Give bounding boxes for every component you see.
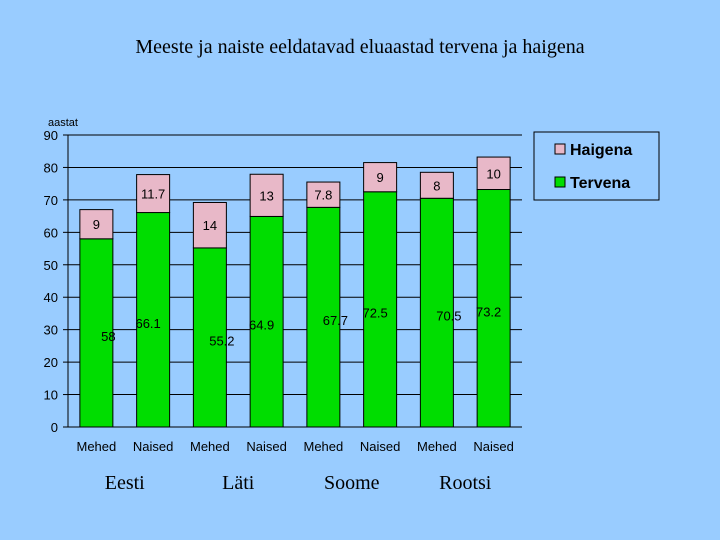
- x-group-label: Rootsi: [439, 472, 492, 494]
- legend-label-tervena: Tervena: [570, 175, 630, 192]
- y-tick-label: 0: [51, 420, 58, 435]
- y-tick-label: 80: [44, 160, 58, 175]
- y-axis-unit: aastat: [48, 117, 78, 129]
- label-tervena-2: 55.2: [209, 333, 234, 348]
- y-tick-label: 60: [44, 225, 58, 240]
- bar-tervena-2: [192, 247, 227, 428]
- label-tervena-4: 67.7: [323, 313, 348, 328]
- bar-tervena-3: [249, 215, 284, 428]
- legend-swatch-tervena: [554, 176, 566, 188]
- legend: Haigena Tervena: [533, 131, 660, 201]
- bar-haigena-4: [306, 181, 341, 208]
- label-tervena-7: 73.2: [476, 304, 501, 319]
- page-title: Meeste ja naiste eeldatavad eluaastad te…: [135, 36, 585, 58]
- bar-tervena-1: [136, 212, 171, 428]
- data-labels: 58 9 66.1 11.7 55.2 14 64.9 13 67.7 7.8 72.5 9 70.5 8…: [93, 166, 502, 348]
- label-haigena-0: 9: [93, 217, 100, 232]
- x-category-label: Mehed: [190, 439, 230, 454]
- y-tick-label: 20: [44, 355, 58, 370]
- bar-haigena-1: [136, 174, 171, 214]
- label-haigena-6: 8: [433, 178, 440, 193]
- x-category-label: Mehed: [304, 439, 344, 454]
- bar-tervena-6: [419, 197, 454, 428]
- bars: [79, 156, 511, 428]
- x-category-label: Naised: [246, 439, 286, 454]
- y-tick-label: 10: [44, 388, 58, 403]
- legend-box: [533, 131, 660, 201]
- x-category-label: Mehed: [77, 439, 117, 454]
- bar-tervena-5: [363, 191, 398, 428]
- label-haigena-1: 11.7: [141, 187, 165, 202]
- bar-tervena-0: [79, 238, 114, 428]
- bar-haigena-3: [249, 173, 284, 217]
- bar-tervena-7: [476, 189, 511, 428]
- label-haigena-2: 14: [203, 218, 217, 233]
- grid-lines: [68, 134, 522, 396]
- y-tick-label: 90: [44, 128, 58, 143]
- label-tervena-1: 66.1: [135, 316, 160, 331]
- label-tervena-6: 70.5: [436, 309, 461, 324]
- y-tick-label: 50: [44, 258, 58, 273]
- legend-swatch-haigena: [554, 143, 566, 155]
- x-category-label: Mehed: [417, 439, 457, 454]
- label-tervena-5: 72.5: [362, 305, 387, 320]
- label-haigena-5: 9: [377, 170, 384, 185]
- x-group-label: Läti: [222, 472, 255, 494]
- bar-haigena-2: [192, 201, 227, 249]
- x-category-label: Naised: [133, 439, 173, 454]
- x-group-label: Eesti: [105, 472, 145, 494]
- label-tervena-0: 58: [101, 329, 115, 344]
- bar-haigena-6: [419, 171, 454, 199]
- bar-haigena-7: [476, 156, 511, 191]
- label-tervena-3: 64.9: [249, 318, 274, 333]
- y-tick-label: 40: [44, 290, 58, 305]
- y-tick-label: 70: [44, 193, 58, 208]
- x-category-label: Naised: [473, 439, 513, 454]
- x-group-label: Soome: [324, 472, 380, 494]
- label-haigena-7: 10: [486, 166, 500, 181]
- label-haigena-3: 13: [259, 188, 273, 203]
- x-category-label: Naised: [360, 439, 400, 454]
- y-tick-label: 30: [44, 323, 58, 338]
- legend-label-haigena: Haigena: [570, 142, 632, 159]
- bar-haigena-0: [79, 209, 114, 240]
- bar-haigena-5: [363, 162, 398, 193]
- label-haigena-4: 7.8: [314, 188, 332, 203]
